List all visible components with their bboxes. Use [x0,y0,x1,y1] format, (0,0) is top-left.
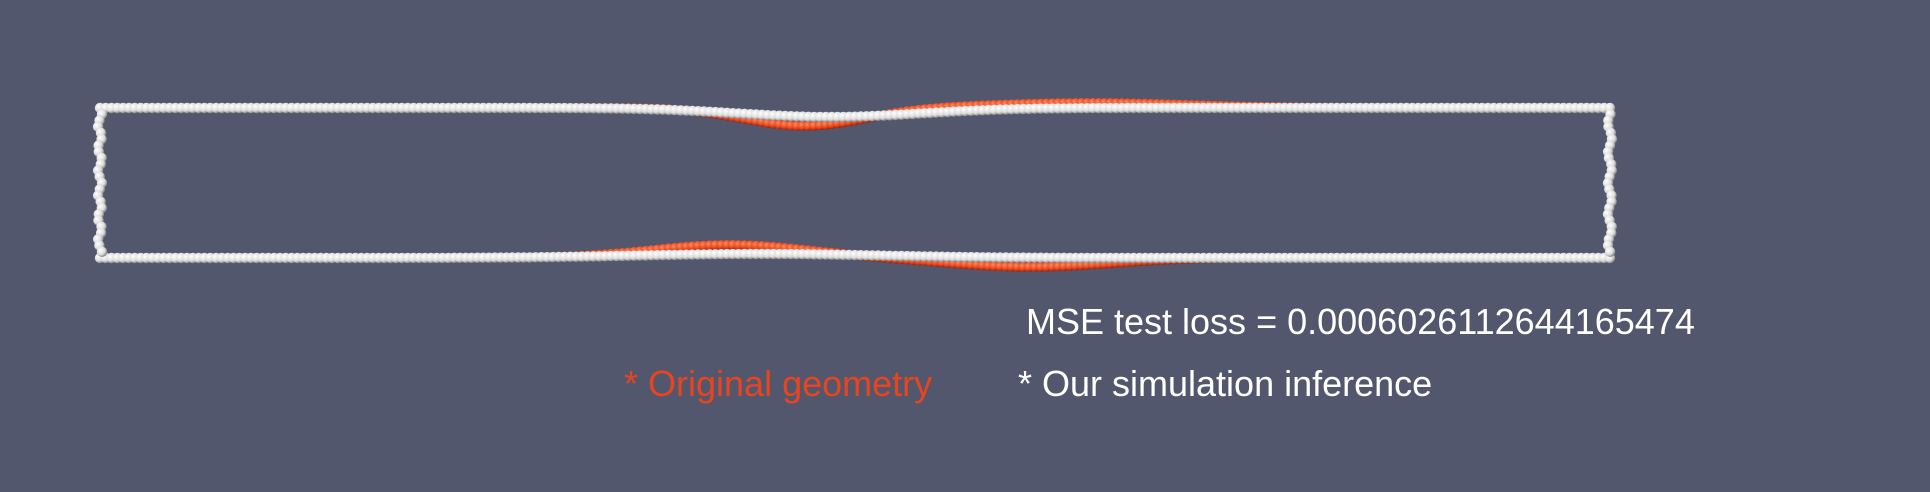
legend-original-geometry: * Original geometry [624,364,932,404]
legend-simulation-inference: * Our simulation inference [1018,364,1432,404]
inference-particle [1605,247,1615,257]
inference-particle [97,247,107,257]
original-geometry-particles [95,98,1615,272]
simulation-inference-particles [93,103,1617,263]
mse-loss-label: MSE test loss = 0.0006026112644165474 [1026,302,1695,342]
